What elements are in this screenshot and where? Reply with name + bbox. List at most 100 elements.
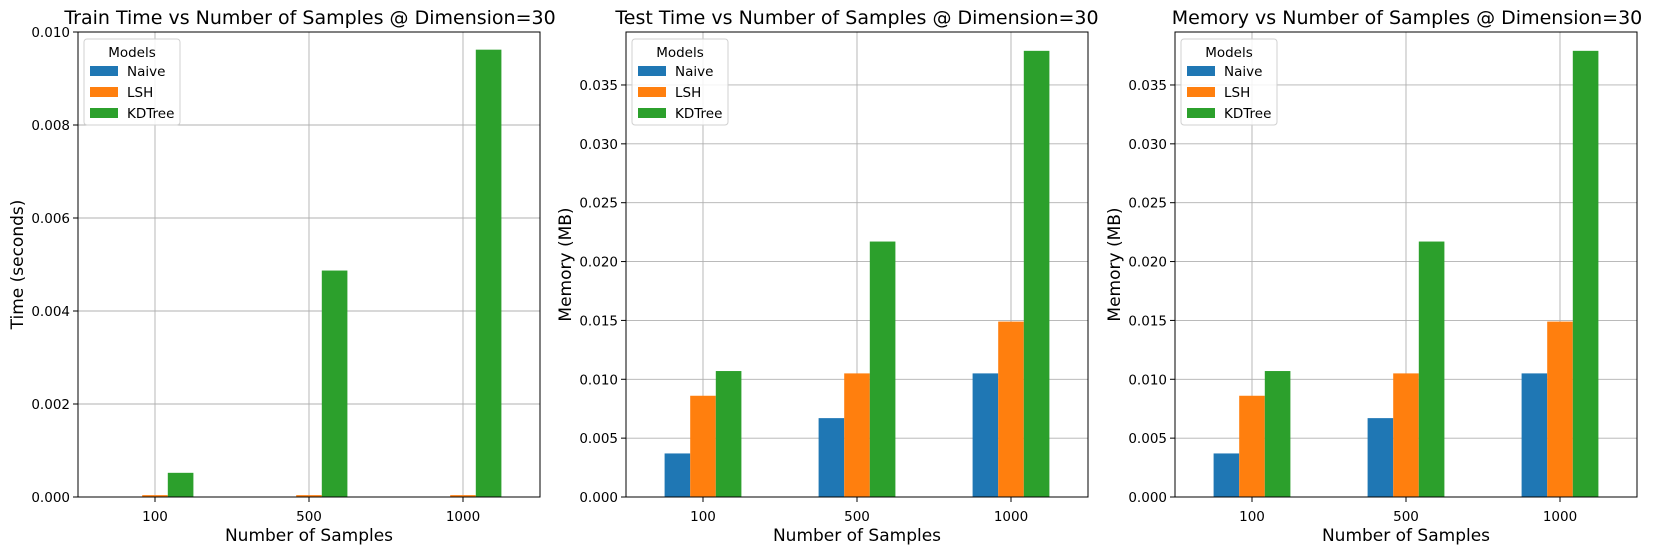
legend-label-kdtree: KDTree bbox=[675, 106, 722, 122]
bar-lsh-1000 bbox=[998, 321, 1024, 497]
legend-box bbox=[631, 38, 729, 126]
y-tick-label: 0.005 bbox=[579, 431, 618, 447]
x-axis-label: Number of Samples bbox=[225, 526, 393, 546]
legend-box bbox=[1180, 38, 1278, 126]
x-axis-label: Number of Samples bbox=[1322, 526, 1490, 546]
chart-1: 0.000 0.002 0.004 0.006 0.008 0.010 100 500 1000… bbox=[8, 7, 556, 546]
legend-swatch-kdtree bbox=[638, 108, 666, 118]
bar-lsh-100 bbox=[690, 395, 716, 497]
chart-title: Memory vs Number of Samples @ Dimension=… bbox=[1172, 7, 1643, 29]
bar-kdtree-1000 bbox=[1023, 50, 1050, 497]
y-tick-label: 0.030 bbox=[579, 137, 618, 153]
legend-label-naive: Naive bbox=[675, 64, 713, 80]
legend-swatch-lsh bbox=[1187, 87, 1215, 97]
bar-lsh-100 bbox=[1239, 395, 1265, 497]
bar-lsh-1000 bbox=[450, 495, 476, 497]
y-tick-label: 0.004 bbox=[31, 304, 70, 320]
bar-lsh-500 bbox=[296, 495, 322, 497]
legend: Models Naive LSH KDTree bbox=[1180, 38, 1278, 126]
chart-3: 0.000 0.005 0.010 0.015 0.020 0.025 0.030 0.035… bbox=[1105, 7, 1642, 546]
x-tick-label: 500 bbox=[296, 509, 322, 525]
x-axis-label: Number of Samples bbox=[773, 526, 941, 546]
legend-label-lsh: LSH bbox=[675, 85, 701, 101]
legend-label-naive: Naive bbox=[1224, 64, 1262, 80]
legend-swatch-naive bbox=[90, 66, 118, 76]
y-axis-label: Memory (MB) bbox=[556, 207, 576, 321]
x-tick-label: 100 bbox=[142, 509, 168, 525]
bar-kdtree-500 bbox=[869, 241, 896, 497]
y-tick-label: 0.005 bbox=[1128, 431, 1167, 447]
bars bbox=[142, 49, 502, 498]
y-tick-label: 0.008 bbox=[31, 118, 70, 134]
y-tick-label: 0.025 bbox=[579, 196, 618, 212]
bar-lsh-1000 bbox=[1547, 321, 1573, 497]
bar-lsh-500 bbox=[844, 373, 870, 497]
legend: Models Naive LSH KDTree bbox=[83, 38, 181, 126]
legend-title: Models bbox=[656, 45, 704, 61]
y-tick-label: 0.006 bbox=[31, 211, 70, 227]
axes-frame bbox=[77, 31, 541, 498]
chart-title: Train Time vs Number of Samples @ Dimens… bbox=[63, 7, 555, 29]
x-tick-label: 500 bbox=[1393, 509, 1419, 525]
y-tick-label: 0.000 bbox=[579, 490, 618, 506]
y-tick-label: 0.030 bbox=[1128, 137, 1167, 153]
y-tick-label: 0.002 bbox=[31, 397, 70, 413]
x-tick-label: 500 bbox=[844, 509, 870, 525]
bar-naive-500 bbox=[1367, 418, 1394, 497]
legend-swatch-kdtree bbox=[1187, 108, 1215, 118]
legend-swatch-lsh bbox=[90, 87, 118, 97]
y-tick-label: 0.015 bbox=[1128, 313, 1167, 329]
legend-box bbox=[83, 38, 181, 126]
y-tick-label: 0.025 bbox=[1128, 196, 1167, 212]
legend-title: Models bbox=[108, 45, 156, 61]
legend-swatch-naive bbox=[1187, 66, 1215, 76]
legend-label-naive: Naive bbox=[127, 64, 165, 80]
x-tick-label: 1000 bbox=[994, 509, 1028, 525]
bar-kdtree-500 bbox=[1418, 241, 1445, 497]
y-tick-label: 0.000 bbox=[31, 490, 70, 506]
y-tick-label: 0.000 bbox=[1128, 490, 1167, 506]
legend-label-lsh: LSH bbox=[1224, 85, 1250, 101]
chart-title: Test Time vs Number of Samples @ Dimensi… bbox=[614, 7, 1098, 29]
x-axis: 100 500 1000 bbox=[142, 32, 480, 525]
axes-frame bbox=[625, 31, 1089, 498]
bar-kdtree-500 bbox=[321, 270, 348, 497]
y-tick-label: 0.020 bbox=[1128, 255, 1167, 271]
y-tick-label: 0.035 bbox=[579, 78, 618, 94]
legend-title: Models bbox=[1205, 45, 1253, 61]
bar-kdtree-1000 bbox=[1572, 50, 1599, 497]
bars bbox=[664, 50, 1050, 497]
x-tick-label: 1000 bbox=[446, 509, 480, 525]
bar-naive-1000 bbox=[972, 373, 999, 497]
x-tick-label: 1000 bbox=[1543, 509, 1577, 525]
bar-naive-100 bbox=[1213, 453, 1240, 497]
bar-lsh-500 bbox=[1393, 373, 1419, 497]
x-tick-label: 100 bbox=[690, 509, 716, 525]
chart-2: 0.000 0.005 0.010 0.015 0.020 0.025 0.030 0.035… bbox=[556, 7, 1099, 546]
bar-kdtree-100 bbox=[1264, 371, 1291, 497]
y-tick-label: 0.035 bbox=[1128, 78, 1167, 94]
y-axis-label: Time (seconds) bbox=[8, 200, 28, 331]
legend-label-kdtree: KDTree bbox=[127, 106, 174, 122]
legend-label-kdtree: KDTree bbox=[1224, 106, 1271, 122]
legend-swatch-kdtree bbox=[90, 108, 118, 118]
legend-swatch-naive bbox=[638, 66, 666, 76]
y-tick-label: 0.015 bbox=[579, 313, 618, 329]
x-tick-label: 100 bbox=[1239, 509, 1265, 525]
bar-lsh-100 bbox=[142, 495, 168, 497]
bar-kdtree-1000 bbox=[475, 49, 502, 498]
bar-naive-100 bbox=[664, 453, 691, 497]
legend-swatch-lsh bbox=[638, 87, 666, 97]
x-axis: 100 500 1000 bbox=[690, 32, 1028, 525]
y-axis-label: Memory (MB) bbox=[1105, 207, 1125, 321]
bar-kdtree-100 bbox=[715, 371, 742, 497]
legend: Models Naive LSH KDTree bbox=[631, 38, 729, 126]
y-tick-label: 0.010 bbox=[579, 372, 618, 388]
bar-naive-500 bbox=[818, 418, 845, 497]
legend-label-lsh: LSH bbox=[127, 85, 153, 101]
bar-naive-1000 bbox=[1521, 373, 1548, 497]
bars bbox=[1213, 50, 1599, 497]
bar-kdtree-100 bbox=[167, 472, 194, 497]
y-tick-label: 0.010 bbox=[1128, 372, 1167, 388]
